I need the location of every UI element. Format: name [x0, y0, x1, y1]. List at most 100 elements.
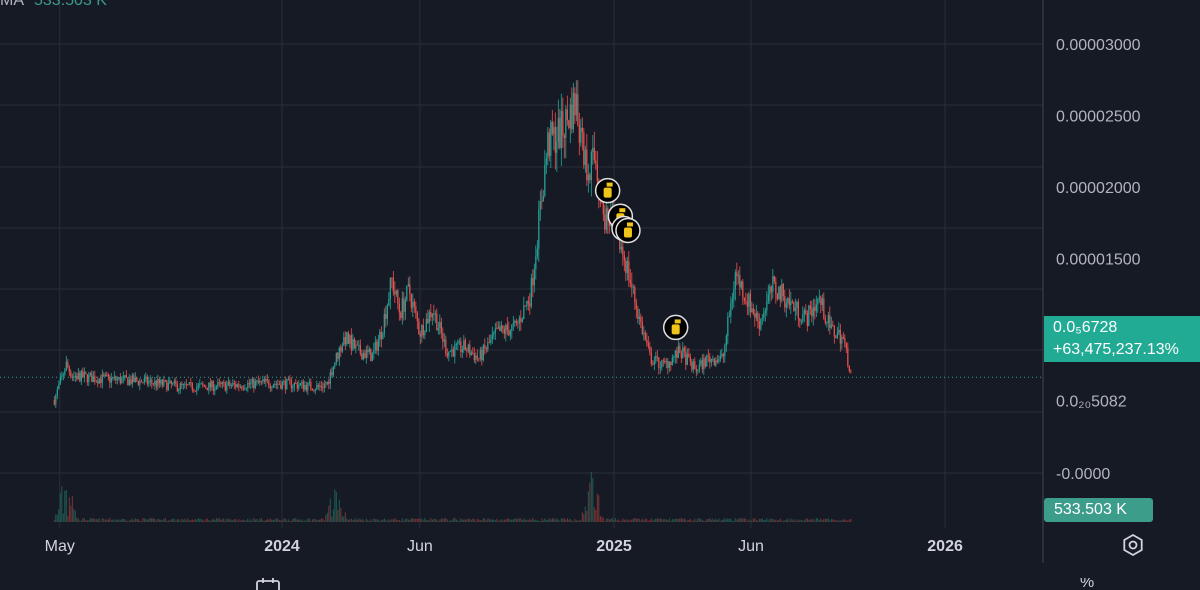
- volume-bar: [416, 518, 418, 522]
- volume-bar: [148, 519, 150, 522]
- volume-bar: [584, 506, 586, 522]
- volume-bar: [656, 518, 658, 522]
- volume-bar: [848, 519, 850, 522]
- volume-bar: [679, 518, 681, 522]
- volume-bar: [809, 519, 811, 522]
- volume-bar: [805, 518, 807, 522]
- event-marker[interactable]: [594, 177, 621, 204]
- candle-body: [107, 374, 109, 377]
- volume-bar: [596, 493, 598, 522]
- volume-bar: [614, 518, 616, 522]
- volume-bar: [793, 519, 795, 522]
- candle-body: [649, 346, 651, 353]
- volume-bar: [779, 518, 781, 522]
- volume-bar: [247, 518, 249, 522]
- volume-bar: [215, 518, 217, 522]
- candle-body: [761, 318, 763, 319]
- volume-bar: [113, 520, 115, 522]
- event-markers[interactable]: [594, 177, 689, 341]
- candle-body: [215, 386, 217, 389]
- volume-bar: [458, 520, 460, 522]
- volume-bar: [725, 519, 727, 522]
- volume-bar: [146, 519, 148, 522]
- calendar-icon[interactable]: [255, 578, 281, 590]
- candle-body: [224, 382, 226, 391]
- candle-body: [380, 331, 382, 340]
- volume-bar: [788, 520, 790, 522]
- volume-bar: [487, 518, 489, 522]
- volume-bar: [349, 519, 351, 522]
- candle-body: [701, 360, 703, 370]
- event-marker[interactable]: [662, 314, 689, 341]
- candle-body: [437, 328, 439, 331]
- candle-body: [841, 336, 843, 344]
- event-marker[interactable]: [615, 217, 641, 244]
- volume-bar: [98, 518, 100, 522]
- candle-body: [658, 357, 660, 368]
- volume-bar: [557, 519, 559, 522]
- candle-body: [527, 300, 529, 304]
- candle-body: [683, 347, 685, 352]
- volume-bar: [547, 519, 549, 522]
- x-tick-label: 2026: [927, 538, 963, 555]
- candle-body: [704, 358, 706, 367]
- volume-bar: [70, 505, 72, 522]
- volume-bar: [281, 520, 283, 522]
- volume-bar: [662, 519, 664, 522]
- candle-body: [809, 305, 811, 309]
- percent-toggle[interactable]: %: [1080, 578, 1095, 590]
- volume-tag: 533.503 K: [1044, 498, 1153, 522]
- candle-body: [194, 390, 196, 392]
- candle-body: [715, 360, 717, 366]
- volume-bar: [566, 518, 568, 522]
- candle-body: [173, 381, 175, 383]
- volume-bar: [650, 518, 652, 522]
- volume-bar: [647, 520, 649, 522]
- candle-body: [415, 306, 417, 313]
- candle-body: [430, 312, 432, 318]
- candle-body: [425, 318, 427, 333]
- candle-body: [125, 375, 127, 378]
- candle-body: [436, 313, 438, 331]
- candle-body: [254, 381, 256, 389]
- candle-body: [727, 317, 729, 336]
- gear-icon[interactable]: [1121, 533, 1145, 557]
- candle-body: [398, 303, 400, 313]
- candle-body: [172, 382, 174, 385]
- candle-body: [794, 307, 796, 311]
- candle-body: [91, 373, 93, 383]
- candle-body: [443, 339, 445, 342]
- candle-body: [514, 320, 516, 323]
- candle-body: [644, 332, 646, 340]
- candle-body: [695, 368, 697, 372]
- candle-body: [217, 382, 219, 387]
- volume-bar: [442, 518, 444, 522]
- volume-bar: [635, 518, 637, 522]
- candle-body: [367, 349, 369, 352]
- volume-bar: [388, 519, 390, 522]
- candle-body: [365, 349, 367, 358]
- y-tick-label: -0.0000: [1056, 466, 1110, 483]
- volume-bar: [784, 520, 786, 522]
- volume-bar: [448, 520, 450, 522]
- volume-bar: [415, 518, 417, 522]
- candle-body: [311, 388, 313, 391]
- volume-bar: [844, 519, 846, 522]
- volume-bar: [821, 520, 823, 522]
- candle-body: [110, 377, 112, 383]
- candle-body: [523, 305, 525, 320]
- volume-bar: [176, 519, 178, 522]
- candle-body: [679, 346, 681, 354]
- volume-bar: [242, 519, 244, 522]
- volume-bar: [308, 518, 310, 522]
- candle-body: [214, 388, 216, 392]
- volume-bar: [811, 519, 813, 522]
- candle-body: [551, 122, 553, 135]
- volume-bar: [107, 519, 109, 522]
- volume-bar: [116, 519, 118, 522]
- candle-body: [332, 366, 334, 376]
- candle-body: [539, 201, 541, 210]
- candle-body: [412, 301, 414, 308]
- volume-bar: [463, 519, 465, 522]
